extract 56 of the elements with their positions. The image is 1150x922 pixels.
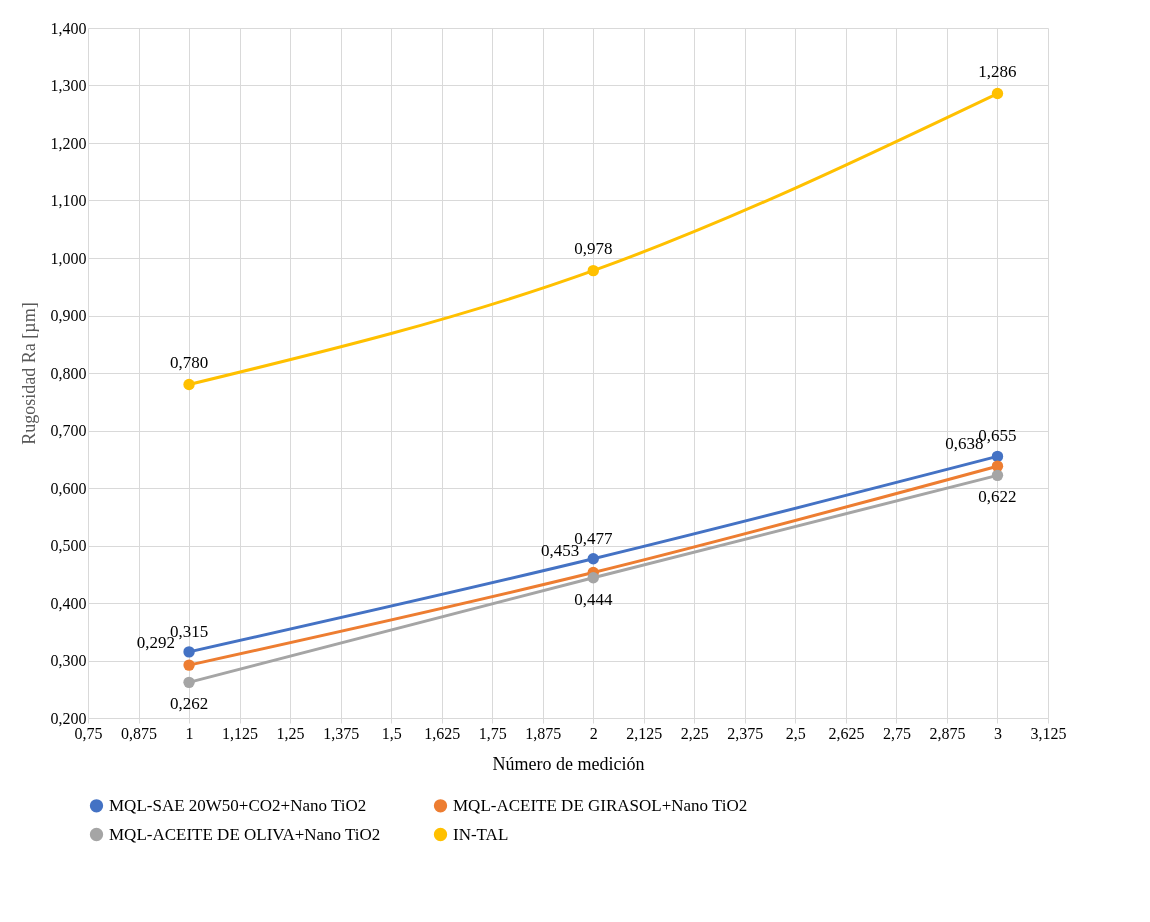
point — [183, 378, 195, 391]
x-tick-label: 2,375 — [727, 724, 764, 742]
x-tick-label: 2,125 — [626, 724, 663, 742]
y-tick-label: 1,200 — [50, 134, 87, 152]
x-tick-label: 2,625 — [828, 724, 865, 742]
y-tick-label: 0,900 — [50, 307, 87, 324]
x-tick-label: 2,75 — [882, 724, 911, 742]
y-tick-label: 1,000 — [50, 249, 87, 267]
x-tick-label: 1,375 — [323, 724, 360, 742]
y-tick-label: 1,300 — [50, 77, 87, 94]
x-tick-label: 2,5 — [785, 724, 806, 742]
x-tick-label: 3 — [993, 724, 1002, 742]
legend-label: MQL-ACEITE DE OLIVA+Nano TiO2 — [109, 824, 381, 844]
legend-label: MQL-SAE 20W50+CO2+Nano TiO2 — [109, 795, 367, 815]
x-tick-label: 1,25 — [276, 724, 305, 742]
x-tick-label: 2,875 — [929, 724, 966, 742]
point — [587, 553, 599, 565]
data-label: 0,978 — [574, 238, 613, 258]
x-tick-label: 1,75 — [478, 724, 507, 742]
x-tick-label: 3,125 — [1030, 724, 1067, 742]
x-tick-label: 2 — [589, 724, 598, 742]
point — [991, 469, 1004, 482]
x-tick-label: 0,75 — [74, 724, 103, 742]
legend-label: MQL-ACEITE DE GIRASOL+Nano TiO2 — [453, 795, 748, 815]
point — [587, 264, 599, 277]
y-axis-title: Rugosidad Ra [µm] — [18, 302, 39, 445]
point — [587, 572, 599, 584]
data-label: 0,780 — [169, 352, 209, 372]
y-tick-label: 0,600 — [50, 479, 87, 497]
x-tick-label: 2,25 — [680, 724, 709, 742]
point — [991, 450, 1004, 463]
y-tick-label: 1,100 — [50, 192, 87, 209]
point — [183, 646, 195, 658]
legend-label: IN-TAL — [453, 824, 509, 844]
x-tick-label: 1,5 — [381, 724, 402, 742]
data-label: 1,286 — [978, 61, 1017, 81]
x-tick-label: 1,125 — [222, 724, 259, 742]
y-tick-label: 0,400 — [50, 594, 87, 612]
x-tick-label: 1,875 — [525, 724, 562, 742]
point — [991, 87, 1004, 100]
data-label: 0,622 — [978, 487, 1017, 507]
y-tick-label: 0,700 — [50, 422, 87, 439]
y-tick-label: 0,200 — [50, 709, 87, 727]
data-label: 0,262 — [169, 694, 209, 714]
y-tick-label: 0,300 — [50, 652, 87, 669]
x-axis-title: Número de medición — [492, 753, 645, 774]
y-tick-label: 0,800 — [50, 364, 87, 382]
data-label: 0,444 — [574, 589, 613, 609]
y-tick-label: 1,400 — [50, 19, 87, 37]
x-tick-label: 0,875 — [121, 724, 158, 742]
point — [183, 676, 195, 689]
point — [183, 659, 195, 671]
x-tick-label: 1 — [185, 724, 194, 742]
x-tick-label: 1,625 — [424, 724, 461, 742]
point — [991, 460, 1004, 472]
y-tick-label: 0,500 — [50, 537, 87, 554]
